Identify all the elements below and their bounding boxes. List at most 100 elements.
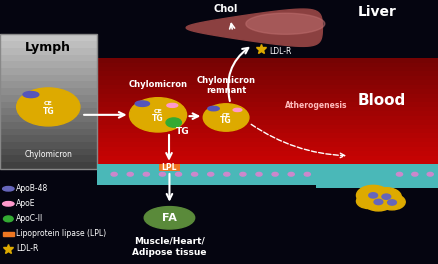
Bar (96, 89, 438, 93)
Circle shape (127, 172, 133, 176)
Bar (0, 148, 96, 155)
Text: LDL-R: LDL-R (16, 244, 39, 253)
Circle shape (396, 172, 402, 176)
Bar (0, 47, 96, 54)
Text: Lymph: Lymph (25, 41, 71, 54)
Bar (96, 58, 438, 63)
Bar (96, 102, 438, 107)
Polygon shape (186, 9, 321, 46)
Bar (0, 54, 96, 61)
Ellipse shape (166, 103, 177, 107)
Ellipse shape (135, 101, 149, 106)
Circle shape (159, 172, 165, 176)
Polygon shape (315, 166, 438, 188)
Bar (0, 81, 96, 88)
Bar (96, 75, 438, 80)
FancyBboxPatch shape (159, 164, 179, 171)
Text: Chylomicron: Chylomicron (128, 80, 187, 89)
Circle shape (17, 88, 80, 126)
Text: TG: TG (152, 114, 163, 123)
Bar (3, 232, 14, 236)
Circle shape (272, 172, 278, 176)
Circle shape (255, 172, 261, 176)
Circle shape (356, 185, 389, 205)
Bar (96, 129, 438, 134)
Bar (96, 120, 438, 125)
Bar (96, 106, 438, 111)
Text: Lipoprotein lipase (LPL): Lipoprotein lipase (LPL) (16, 229, 106, 238)
Bar (96, 111, 438, 116)
Bar (0, 88, 96, 95)
Bar (0, 34, 96, 169)
Text: Atherogenesis: Atherogenesis (284, 101, 346, 110)
Circle shape (381, 194, 390, 199)
Bar (0, 128, 96, 135)
Bar (96, 62, 438, 67)
Circle shape (368, 193, 377, 198)
Circle shape (175, 172, 181, 176)
Bar (96, 164, 315, 185)
Circle shape (203, 104, 248, 131)
Bar (0, 68, 96, 75)
Text: ApoE: ApoE (16, 199, 35, 208)
Text: Chylomicron
remnant: Chylomicron remnant (196, 76, 255, 96)
Text: LPL: LPL (161, 163, 177, 172)
Text: CE: CE (221, 112, 230, 117)
Bar (315, 164, 438, 188)
Text: Chol: Chol (213, 4, 238, 14)
Circle shape (129, 98, 186, 132)
Circle shape (411, 172, 417, 176)
Bar (96, 155, 438, 160)
Text: Chylomicron: Chylomicron (24, 150, 72, 159)
Bar (0, 108, 96, 115)
Text: TG: TG (220, 116, 231, 125)
Text: CE: CE (44, 101, 53, 106)
Bar (96, 67, 438, 71)
Circle shape (4, 216, 13, 222)
Text: TG: TG (42, 107, 54, 116)
Text: ApoC-II: ApoC-II (16, 214, 43, 223)
Bar (96, 84, 438, 89)
Text: TG: TG (175, 128, 189, 136)
Bar (0, 135, 96, 142)
Bar (96, 124, 438, 129)
Text: Liver: Liver (357, 5, 396, 19)
Bar (96, 164, 438, 169)
Ellipse shape (144, 206, 194, 229)
Bar (96, 159, 438, 164)
Ellipse shape (23, 92, 39, 98)
Circle shape (304, 172, 310, 176)
Ellipse shape (233, 108, 241, 111)
Bar (0, 162, 96, 169)
Bar (96, 137, 438, 142)
Circle shape (287, 172, 293, 176)
Circle shape (373, 199, 382, 205)
Circle shape (191, 172, 197, 176)
Circle shape (143, 172, 149, 176)
Text: ApoB-48: ApoB-48 (16, 184, 48, 193)
Text: Muscle/Heart/
Adipose tissue: Muscle/Heart/ Adipose tissue (132, 237, 206, 257)
Bar (96, 71, 438, 76)
Bar (0, 74, 96, 81)
Bar (96, 146, 438, 151)
Circle shape (426, 172, 432, 176)
Bar (96, 80, 438, 85)
Bar (96, 151, 438, 156)
Bar (96, 142, 438, 147)
Ellipse shape (207, 106, 219, 111)
Polygon shape (245, 13, 324, 34)
Circle shape (166, 118, 181, 127)
Circle shape (207, 172, 213, 176)
Bar (0, 61, 96, 68)
Circle shape (111, 172, 117, 176)
Bar (0, 95, 96, 102)
Text: LDL-R: LDL-R (268, 47, 291, 56)
Circle shape (378, 194, 404, 210)
Bar (96, 93, 438, 98)
Ellipse shape (3, 186, 14, 191)
Bar (0, 155, 96, 162)
Bar (96, 115, 438, 120)
Ellipse shape (3, 202, 14, 206)
Bar (0, 121, 96, 129)
Circle shape (239, 172, 245, 176)
